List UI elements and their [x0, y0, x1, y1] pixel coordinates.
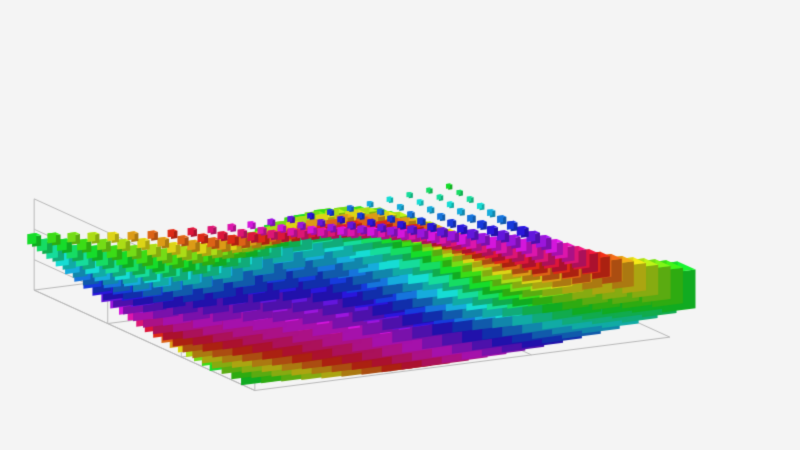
figure-canvas-container: [0, 0, 800, 450]
scatter3d-plot: [0, 0, 800, 450]
